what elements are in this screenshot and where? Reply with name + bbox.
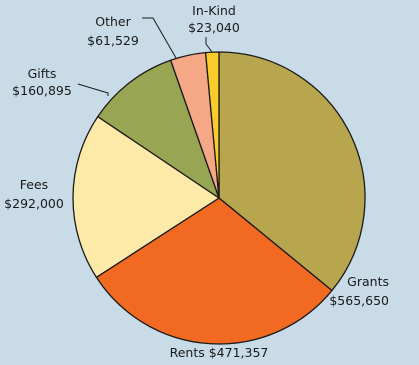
slice-value-other: $61,529 bbox=[87, 33, 139, 48]
pie-slice-gifts bbox=[97, 59, 220, 199]
leader-line-gifts bbox=[77, 83, 109, 96]
slice-label-rents: Rents $471,357 bbox=[170, 345, 269, 360]
slice-value-gifts: $160,895 bbox=[12, 83, 72, 98]
slice-label-in-kind: In-Kind bbox=[192, 3, 236, 18]
pie-slice-in-kind bbox=[204, 51, 220, 199]
slice-label-grants: Grants bbox=[347, 274, 389, 289]
pie-slice-grants bbox=[218, 51, 366, 292]
slice-label-other: Other bbox=[95, 14, 131, 29]
leader-line-in-kind bbox=[205, 37, 213, 53]
slice-value-fees: $292,000 bbox=[4, 196, 64, 211]
leader-line-other bbox=[142, 17, 177, 59]
slice-value-in-kind: $23,040 bbox=[188, 20, 240, 35]
slice-label-gifts: Gifts bbox=[28, 66, 57, 81]
pie-slice-fees bbox=[72, 115, 220, 278]
slice-label-fees: Fees bbox=[20, 177, 48, 192]
slice-value-grants: $565,650 bbox=[329, 293, 389, 308]
pie-slice-rents bbox=[95, 197, 333, 345]
